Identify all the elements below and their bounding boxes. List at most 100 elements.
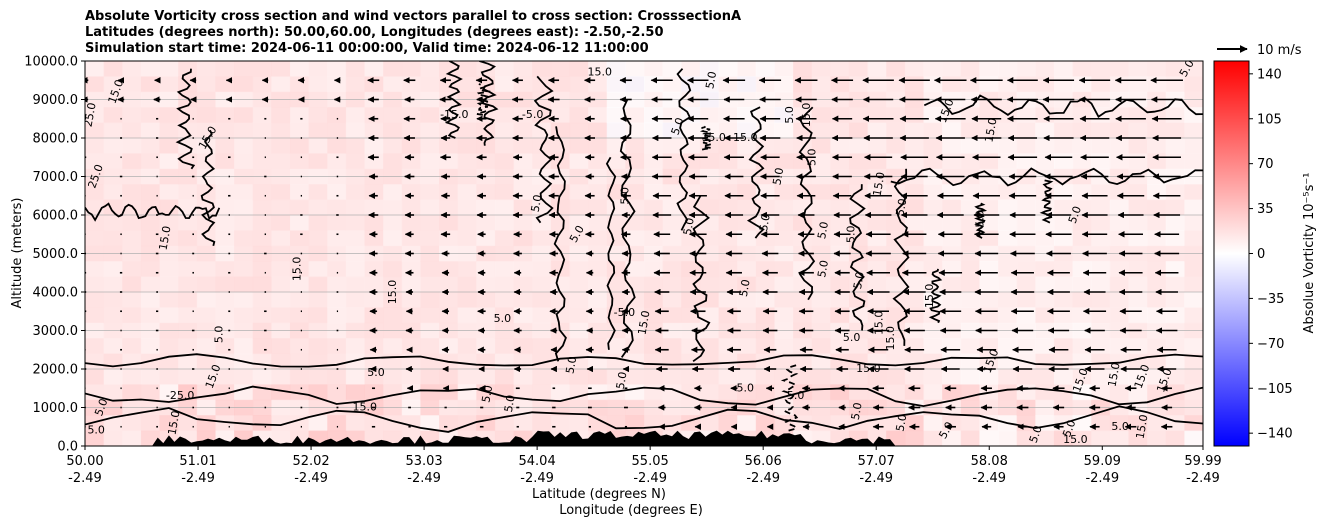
vorticity-cell (904, 199, 925, 216)
colorbar-gradient (1213, 60, 1250, 447)
vorticity-cell (364, 384, 384, 401)
colorbar-tick-label: −35 (1257, 292, 1284, 307)
vorticity-cell (122, 353, 142, 370)
vorticity-cell (345, 307, 366, 324)
colorbar-tick-label: 70 (1257, 157, 1274, 172)
vorticity-cell (308, 215, 328, 231)
vorticity-cell (718, 292, 738, 308)
vorticity-cell (196, 353, 217, 370)
vorticity-cell (998, 215, 1018, 231)
vorticity-cell (588, 415, 608, 432)
vorticity-cell (196, 292, 217, 308)
vorticity-cell (699, 384, 720, 401)
vorticity-cell (681, 353, 701, 370)
vorticity-cell (215, 276, 235, 293)
vorticity-cell (1184, 61, 1203, 77)
vorticity-cell (1109, 430, 1130, 446)
vorticity-cell (718, 415, 738, 432)
vorticity-cell (271, 338, 291, 355)
vorticity-cell (196, 261, 217, 278)
vorticity-cell (308, 122, 328, 139)
vorticity-cell (718, 276, 738, 293)
vorticity-cell (401, 230, 421, 247)
contour-label: 25.0 (82, 102, 99, 128)
contour-label: 5.0 (669, 116, 687, 137)
vorticity-cell (271, 122, 291, 139)
vorticity-cell (998, 276, 1018, 293)
vorticity-cell (811, 415, 831, 432)
vorticity-cell (811, 215, 831, 231)
vorticity-cell (1147, 230, 1167, 247)
vorticity-cell (159, 261, 179, 278)
contour-label: 15.0 (291, 257, 304, 282)
vorticity-cell (737, 261, 757, 278)
vorticity-cell (1128, 307, 1148, 324)
vorticity-cell (942, 184, 962, 201)
vorticity-cell (718, 122, 738, 139)
vorticity-cell (923, 338, 943, 355)
vorticity-cell (811, 292, 831, 308)
vorticity-cell (848, 61, 869, 77)
contour-label: -15.0 (697, 131, 725, 144)
vorticity-cell (1128, 292, 1148, 308)
vorticity-cell (1184, 184, 1203, 201)
vorticity-cell (718, 215, 738, 231)
vorticity-cell (1128, 230, 1148, 247)
vorticity-cell (401, 292, 421, 308)
vorticity-cell (532, 230, 552, 247)
vorticity-cell (289, 138, 310, 154)
vorticity-cell (308, 138, 328, 154)
vorticity-cell (122, 369, 142, 385)
vorticity-cell (737, 307, 757, 324)
vorticity-cell (494, 292, 515, 308)
vorticity-cell (867, 230, 887, 247)
vorticity-cell (662, 153, 682, 170)
vorticity-cell (979, 276, 999, 293)
x-tick-label-latitude: 54.04 (519, 454, 556, 469)
vorticity-cell (830, 261, 850, 278)
vorticity-cell (960, 153, 980, 170)
vorticity-cell (1035, 76, 1055, 93)
vorticity-cell (830, 107, 850, 124)
x-tick-label-longitude: -2.49 (520, 471, 554, 486)
vorticity-cell (1091, 184, 1111, 201)
vorticity-cell (644, 230, 664, 247)
vorticity-cell (1016, 138, 1036, 154)
vorticity-cell (1165, 353, 1185, 370)
vorticity-cell (215, 122, 235, 139)
vorticity-cell (942, 292, 962, 308)
vorticity-cell (476, 353, 496, 370)
vorticity-cell (234, 261, 254, 278)
vorticity-cell (588, 107, 608, 124)
vorticity-cell (532, 261, 552, 278)
vorticity-cell (1109, 230, 1130, 247)
vorticity-cell (1165, 261, 1185, 278)
vorticity-cell (960, 61, 980, 77)
vorticity-cell (737, 384, 757, 401)
vorticity-cell (289, 61, 310, 77)
vorticity-cell (1072, 199, 1092, 216)
x-tick-label-latitude: 52.02 (292, 454, 329, 469)
vorticity-cell (420, 292, 440, 308)
vorticity-cell (457, 76, 477, 93)
vorticity-cell (699, 307, 720, 324)
vorticity-cell (532, 307, 552, 324)
vorticity-cell (383, 76, 403, 93)
vorticity-cell (699, 199, 720, 216)
vorticity-cell (1016, 199, 1036, 216)
vorticity-cell (867, 215, 887, 231)
vorticity-cell (774, 215, 794, 231)
vorticity-cell (532, 107, 552, 124)
vorticity-cell (979, 122, 999, 139)
vorticity-cell (1147, 184, 1167, 201)
x-tick-label-latitude: 58.08 (971, 454, 1008, 469)
vorticity-cell (196, 415, 217, 432)
vorticity-cell (1128, 153, 1148, 170)
vorticity-cell (1053, 261, 1074, 278)
vorticity-cell (998, 76, 1018, 93)
vorticity-cell (159, 184, 179, 201)
vorticity-cell (439, 230, 459, 247)
vorticity-cell (252, 276, 272, 293)
vorticity-cell (1072, 276, 1092, 293)
vorticity-cell (923, 430, 943, 446)
